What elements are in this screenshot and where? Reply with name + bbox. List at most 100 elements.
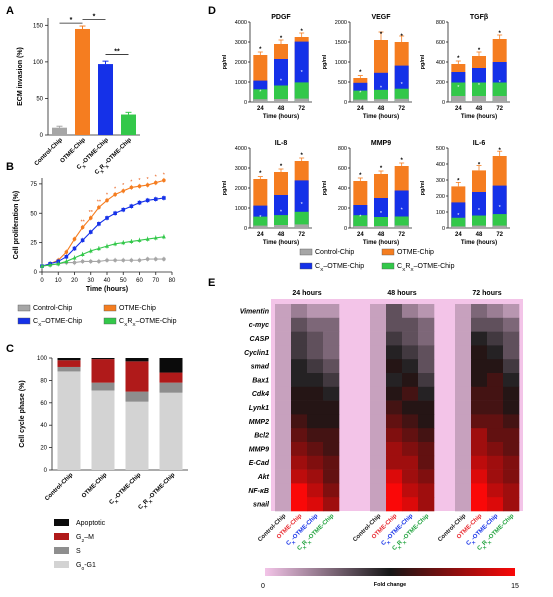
heatmap-cell: [291, 414, 308, 429]
x-tick-label: 60: [136, 278, 143, 284]
bar-cxrx: [253, 216, 268, 228]
heatmap-cell: [307, 497, 324, 512]
significance-label: *: [457, 213, 460, 219]
data-point: [137, 258, 142, 263]
subchart-title: IL-8: [275, 140, 288, 147]
x-tick-label: 30: [87, 278, 94, 284]
y-tick-label: 1000: [335, 60, 347, 66]
bar-cxrx: [374, 217, 388, 228]
data-point: [64, 259, 69, 264]
heatmap-cell: [418, 331, 435, 346]
legend-swatch: [103, 317, 117, 325]
data-point: [72, 260, 77, 265]
heatmap-cell: [386, 414, 403, 429]
y-tick-label: 100: [37, 356, 48, 362]
bar-cxrx: [253, 89, 268, 102]
significance-label: *: [147, 177, 150, 183]
heatmap-cell: [503, 359, 520, 374]
heatmap-cell: [370, 345, 387, 360]
bar-segment: [57, 371, 81, 470]
legend-label: CX–OTME-Chip: [315, 263, 364, 273]
row-label: MMP2: [249, 419, 269, 426]
data-point: [64, 254, 69, 259]
significance-label: *: [499, 205, 502, 211]
heatmap-cell: [402, 442, 419, 457]
y-tick-label: 0: [44, 468, 48, 474]
colorbar-min-label: 0: [261, 583, 265, 590]
bar-cxrx: [394, 88, 409, 102]
heatmap-cell: [370, 442, 387, 457]
y-tick-label: 0: [442, 100, 445, 106]
legend-label: G0-G1: [76, 562, 96, 572]
significance-label: **: [97, 199, 102, 205]
significance-label: **: [89, 210, 94, 216]
heatmap-cell: [418, 455, 435, 470]
heatmap-cell: [487, 331, 504, 346]
heatmap-cell: [275, 483, 292, 498]
heatmap-cell: [487, 483, 504, 498]
heatmap-cell: [291, 483, 308, 498]
data-point: [97, 205, 101, 210]
heatmap-cell: [291, 442, 308, 457]
legend-swatch: [381, 248, 395, 256]
bar-cxrx: [353, 90, 368, 102]
heatmap-cell: [275, 373, 292, 388]
heatmap-cell: [323, 442, 340, 457]
y-tick-label: 80: [40, 378, 47, 384]
data-point: [145, 236, 150, 241]
x-tick-label: 24: [455, 106, 462, 112]
data-point: [137, 238, 142, 242]
legend-label: CXRX–OTME-Chip: [119, 318, 177, 328]
heatmap-cell: [455, 483, 472, 498]
heatmap-cell: [291, 455, 308, 470]
y-tick-label: 200: [436, 194, 445, 200]
heatmap-cell: [503, 400, 520, 415]
y-tick-label: 40: [40, 423, 47, 429]
heatmap-cell: [323, 469, 340, 484]
y-tick-label: 0: [344, 100, 347, 106]
heatmap-cell: [471, 304, 488, 319]
data-point: [113, 241, 118, 246]
bar-segment: [91, 358, 115, 360]
heatmap-cell: [418, 345, 435, 360]
heatmap-cell: [307, 414, 324, 429]
bar: [75, 28, 90, 135]
y-tick-label: 1000: [235, 206, 247, 212]
legend-label: G2–M: [76, 534, 94, 544]
heatmap-cell: [291, 386, 308, 401]
heatmap-cell: [471, 386, 488, 401]
legend-swatch: [381, 262, 395, 270]
heatmap-cell: [455, 317, 472, 332]
data-point: [161, 234, 166, 239]
heatmap-cell: [291, 428, 308, 443]
y-tick-label: 0: [34, 270, 38, 276]
heatmap-cell: [418, 317, 435, 332]
category-label: CX-OTME-Chip: [109, 472, 144, 507]
row-label: Akt: [257, 474, 270, 481]
heatmap-cell: [455, 442, 472, 457]
heatmap-cell: [418, 386, 435, 401]
heatmap-cell: [386, 386, 403, 401]
heatmap-cell: [487, 304, 504, 319]
significance-label: *: [478, 208, 481, 214]
heatmap-cell: [323, 497, 340, 512]
heatmap-cell: [307, 442, 324, 457]
heatmap-cell: [386, 455, 403, 470]
data-point: [88, 230, 93, 234]
x-tick-label: 40: [104, 278, 111, 284]
significance-label: *: [499, 80, 502, 86]
bar-segment: [125, 361, 149, 392]
bar-control: [451, 96, 466, 102]
data-point: [113, 258, 117, 263]
significance-label: *: [280, 164, 283, 170]
heatmap-cell: [291, 331, 308, 346]
x-axis-label: Time (hours): [363, 114, 399, 120]
data-point: [80, 259, 85, 264]
data-point: [72, 255, 77, 260]
data-point: [145, 198, 150, 203]
heatmap-cell: [386, 483, 403, 498]
y-tick-label: 25: [30, 241, 37, 247]
bar-cxrx: [374, 89, 388, 102]
heatmap-cell: [307, 359, 324, 374]
